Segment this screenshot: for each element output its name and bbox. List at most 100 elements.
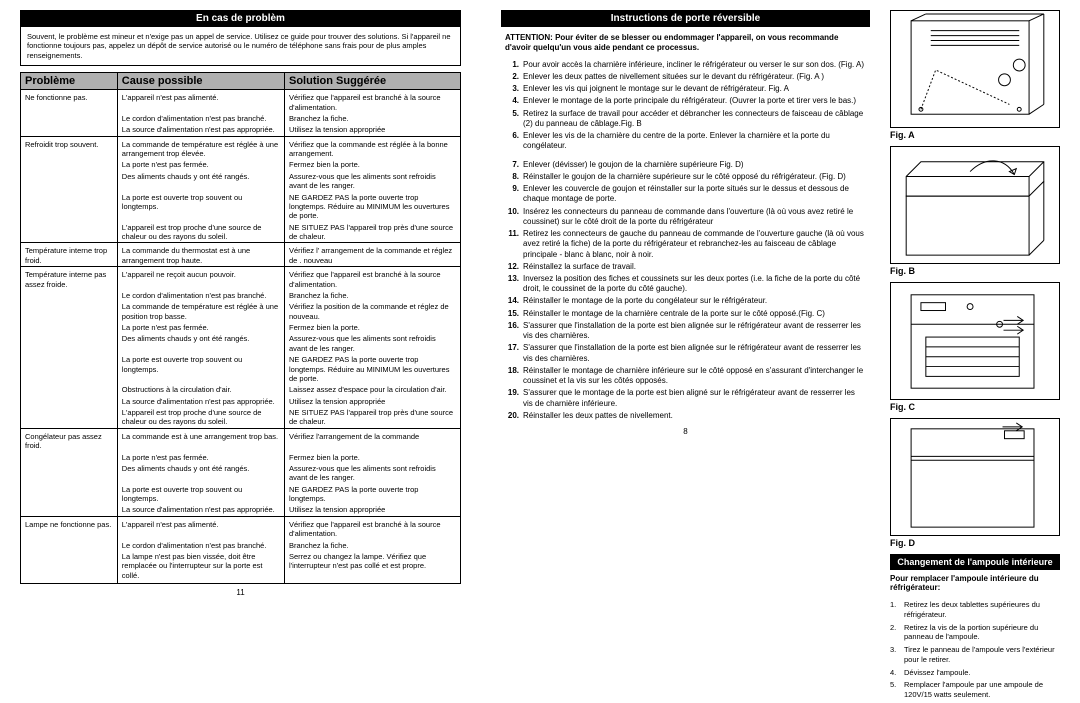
problem-cell xyxy=(21,407,118,428)
problem-cell xyxy=(21,171,118,192)
col-solution: Solution Suggérée xyxy=(284,73,460,90)
cause-cell: Le cordon d'alimentation n'est pas branc… xyxy=(117,290,284,301)
step-item: 10.Insérez les connecteurs du panneau de… xyxy=(505,207,866,227)
cause-cell: La porte n'est pas fermée. xyxy=(117,452,284,463)
problem-cell xyxy=(21,301,118,322)
step-item: 20.Réinstaller les deux pattes de nivell… xyxy=(505,411,866,421)
cause-cell: L'appareil n'est pas alimenté. xyxy=(117,516,284,539)
step-item: 2.Enlever les deux pattes de nivellement… xyxy=(505,72,866,82)
solution-cell: Assurez-vous que les aliments sont refro… xyxy=(284,333,460,354)
cause-cell: L'appareil est trop proche d'une source … xyxy=(117,222,284,243)
solution-cell: Laissez assez d'espace pour la circulati… xyxy=(284,384,460,395)
figure-b xyxy=(890,146,1060,264)
problem-cell xyxy=(21,504,118,516)
problem-cell xyxy=(21,192,118,222)
bulb-steps: 1.Retirez les deux tablettes supérieures… xyxy=(890,600,1060,703)
problem-cell xyxy=(21,354,118,384)
step-item: 13.Inversez la position des fiches et co… xyxy=(505,274,866,294)
solution-cell: Vérifiez que l'appareil est branché à la… xyxy=(284,267,460,290)
step-item: 11.Retirez les connecteurs de gauche du … xyxy=(505,229,866,260)
problem-cell xyxy=(21,484,118,505)
solution-cell: Vérifiez que l'appareil est branché à la… xyxy=(284,516,460,539)
problem-cell xyxy=(21,384,118,395)
cause-cell: L'appareil n'est pas alimenté. xyxy=(117,90,284,113)
step-item: 6.Enlever les vis de la charnière du cen… xyxy=(505,131,866,151)
problem-cell xyxy=(21,159,118,170)
cause-cell: Le cordon d'alimentation n'est pas branc… xyxy=(117,540,284,551)
page-number-left: 11 xyxy=(20,588,461,597)
figure-d xyxy=(890,418,1060,536)
cause-cell: Des aliments chauds y ont été rangés. xyxy=(117,171,284,192)
instructions-column: Instructions de porte réversible ATTENTI… xyxy=(501,10,870,688)
cause-cell: La commande de température est réglée à … xyxy=(117,136,284,159)
step-item: 4.Enlever le montage de la porte princip… xyxy=(505,96,866,106)
bulb-step: 4.Dévissez l'ampoule. xyxy=(890,668,1060,678)
step-item: 7.Enlever (dévisser) le goujon de la cha… xyxy=(505,160,866,170)
problem-cell: Température interne trop froid. xyxy=(21,243,118,267)
problem-cell: Température interne pas assez froide. xyxy=(21,267,118,290)
cause-cell: L'appareil ne reçoit aucun pouvoir. xyxy=(117,267,284,290)
troubleshooting-intro: Souvent, le problème est mineur et n'exi… xyxy=(20,27,461,66)
solution-cell: Vérifiez que l'appareil est branché à la… xyxy=(284,90,460,113)
figure-b-label: Fig. B xyxy=(890,266,1060,276)
solution-cell: Utilisez la tension appropriée xyxy=(284,124,460,136)
cause-cell: La porte n'est pas fermée. xyxy=(117,322,284,333)
troubleshooting-title: En cas de problèm xyxy=(20,10,461,27)
cause-cell: Des aliments chauds y ont été rangés. xyxy=(117,463,284,484)
solution-cell: Vérifiez l' arrangement de la commande e… xyxy=(284,243,460,267)
solution-cell: Branchez la fiche. xyxy=(284,290,460,301)
cause-cell: La commande du thermostat est à une arra… xyxy=(117,243,284,267)
solution-cell: Utilisez la tension appropriée xyxy=(284,396,460,407)
cause-cell: Le cordon d'alimentation n'est pas branc… xyxy=(117,113,284,124)
solution-cell: NE GARDEZ PAS la porte ouverte trop long… xyxy=(284,192,460,222)
cause-cell: Des aliments chauds y ont été rangés. xyxy=(117,333,284,354)
problem-cell: Congélateur pas assez froid. xyxy=(21,428,118,451)
step-item: 19.S'assurer que le montage de la porte … xyxy=(505,388,866,408)
figure-c xyxy=(890,282,1060,400)
step-item: 15.Réinstaller le montage de la charnièr… xyxy=(505,309,866,319)
solution-cell: NE GARDEZ PAS la porte ouverte trop long… xyxy=(284,484,460,505)
problem-cell xyxy=(21,124,118,136)
solution-cell: Utilisez la tension appropriée xyxy=(284,504,460,516)
cause-cell: L'appareil est trop proche d'une source … xyxy=(117,407,284,428)
cause-cell: La source d'alimentation n'est pas appro… xyxy=(117,504,284,516)
page-number-mid: 8 xyxy=(501,427,870,436)
problem-cell xyxy=(21,113,118,124)
problem-cell xyxy=(21,396,118,407)
cause-cell: La commande de température est réglée à … xyxy=(117,301,284,322)
step-item: 12.Réinstallez la surface de travail. xyxy=(505,262,866,272)
step-item: 1.Pour avoir accès la charnière inférieu… xyxy=(505,60,866,70)
cause-cell: La source d'alimentation n'est pas appro… xyxy=(117,124,284,136)
step-item: 3.Enlever les vis qui joignent le montag… xyxy=(505,84,866,94)
cause-cell: La porte n'est pas fermée. xyxy=(117,159,284,170)
figure-c-label: Fig. C xyxy=(890,402,1060,412)
solution-cell: Vérifiez l'arrangement de la commande xyxy=(284,428,460,451)
problem-cell: Ne fonctionne pas. xyxy=(21,90,118,113)
cause-cell: La porte est ouverte trop souvent ou lon… xyxy=(117,484,284,505)
troubleshooting-table: Problème Cause possible Solution Suggéré… xyxy=(20,72,461,584)
bulb-subhead: Pour remplacer l'ampoule intérieure du r… xyxy=(890,574,1060,592)
solution-cell: Vérifiez que la commande est réglée à la… xyxy=(284,136,460,159)
solution-cell: NE SITUEZ PAS l'appareil trop près d'une… xyxy=(284,222,460,243)
solution-cell: Branchez la fiche. xyxy=(284,540,460,551)
problem-cell xyxy=(21,540,118,551)
cause-cell: La porte est ouverte trop souvent ou lon… xyxy=(117,354,284,384)
problem-cell xyxy=(21,333,118,354)
bulb-step: 1.Retirez les deux tablettes supérieures… xyxy=(890,600,1060,620)
step-item: 16.S'assurer que l'installation de la po… xyxy=(505,321,866,341)
figure-d-label: Fig. D xyxy=(890,538,1060,548)
problem-cell xyxy=(21,463,118,484)
solution-cell: Fermez bien la porte. xyxy=(284,322,460,333)
solution-cell: NE SITUEZ PAS l'appareil trop près d'une… xyxy=(284,407,460,428)
step-item: 8.Réinstaller le goujon de la charnière … xyxy=(505,172,866,182)
solution-cell: Fermez bien la porte. xyxy=(284,452,460,463)
cause-cell: La porte est ouverte trop souvent ou lon… xyxy=(117,192,284,222)
bulb-title: Changement de l'ampoule intérieure xyxy=(890,554,1060,570)
col-problem: Problème xyxy=(21,73,118,90)
instructions-title: Instructions de porte réversible xyxy=(501,10,870,27)
bulb-step: 3.Tirez le panneau de l'ampoule vers l'e… xyxy=(890,645,1060,665)
solution-cell: NE GARDEZ PAS la porte ouverte trop long… xyxy=(284,354,460,384)
solution-cell: Vérifiez la position de la commande et r… xyxy=(284,301,460,322)
solution-cell: Branchez la fiche. xyxy=(284,113,460,124)
step-item: 17.S'assurer que l'installation de la po… xyxy=(505,343,866,363)
